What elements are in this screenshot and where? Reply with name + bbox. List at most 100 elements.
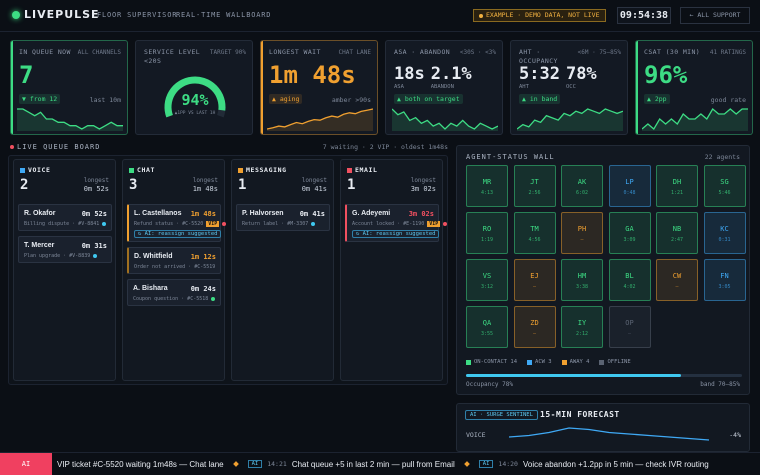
agent-timer: 1:21 (670, 190, 684, 196)
agent-timer: 4:02 (623, 284, 636, 290)
ticket-name: D. Whitfield (134, 253, 173, 260)
kpi-value: 96% (644, 61, 688, 89)
board-dot (10, 145, 14, 149)
occupancy-fill (466, 374, 682, 377)
spark-area (17, 109, 123, 131)
agent-tile: VS 3:12 (466, 259, 508, 301)
agent-initials: SG (720, 178, 729, 186)
kpi-meta: <6M · 75–85% (577, 49, 621, 56)
kpi-values: 96% (644, 61, 687, 89)
kpi-meta: 41 RATINGS (709, 49, 746, 56)
back-button[interactable]: ← ALL SUPPORT (680, 7, 750, 24)
ticker: AI VIP ticket #C-5520 waiting 1m48s — Cha… (0, 452, 760, 475)
kpi-accent (261, 41, 263, 134)
status-dot (443, 222, 448, 226)
kpi-value: 18s (394, 64, 425, 84)
longest-label: longest (192, 177, 218, 184)
agent-timer: 3:38 (575, 284, 589, 290)
legend-item: ON-CONTACT 14 (466, 359, 517, 365)
kpi-title: AHT · OCCUPANCY (519, 48, 558, 65)
agent-timer: 0:48 (623, 190, 636, 196)
kpi-delta: ▲ aging (269, 94, 303, 104)
spark-area (517, 109, 623, 131)
kpi-delta: ▼ from 12 (19, 94, 61, 104)
agent-tile: GA 3:09 (608, 212, 651, 254)
agent-timer: 0:31 (718, 237, 731, 243)
channel-swatch (20, 168, 25, 173)
kpi-value-sub: ABANDON (430, 84, 454, 90)
ticket-time: 0m 24s (190, 285, 216, 293)
longest-value: 3m 02s (410, 185, 436, 193)
queue-column: MESSAGING 1 longest 0m 41s P. Halvorsen 0m 41… (231, 159, 334, 381)
channel-name: EMAIL (355, 166, 378, 174)
ticket-detail-row: Coupon question · #C-5518 (133, 296, 216, 302)
ticket-card: R. Okafor 0m 52s Billing dispute · #V-8841 (18, 204, 112, 231)
agent-timer: – (675, 284, 679, 290)
kpi-value-group: 78% OCC (566, 65, 597, 90)
legend-item: OFFLINE (599, 359, 631, 365)
agent-initials: LP (625, 178, 634, 186)
ticket-name: P. Halvorsen (242, 210, 284, 217)
ticket-time: 0m 31s (81, 242, 107, 250)
agent-timer: 4:56 (528, 237, 541, 243)
ticket-detail-row: Billing dispute · #V-8841 (24, 221, 107, 227)
ticket-card: D. Whitfield 1m 12s Order not arrived · #C… (127, 247, 221, 274)
ticker-text: Chat queue +5 in last 2 min — pull from … (291, 459, 455, 469)
longest-label: longest (83, 177, 109, 184)
agent-initials: JT (530, 178, 539, 186)
spark-line (267, 108, 373, 130)
ticker-tag: AI (21, 460, 31, 468)
agent-tile: HM 3:38 (561, 259, 603, 301)
agent-tile: KC 0:31 (703, 212, 746, 254)
kpi-title: IN QUEUE NOW (19, 48, 71, 56)
ticket-name: L. Castellanos (134, 210, 182, 217)
channel-swatch (129, 168, 134, 173)
legend-item: ACW 3 (527, 359, 552, 365)
agent-initials: HM (577, 272, 587, 280)
agent-timer: 3:05 (718, 284, 731, 290)
ticker-tag: AI (247, 460, 263, 468)
agent-wall: AGENT-STATUS WALL 22 agents MR 4:13 JT 2:56 AK… (456, 145, 750, 395)
kpi-value-group: 18s ASA (394, 65, 425, 90)
agent-timer: – (627, 331, 631, 337)
ticket-detail-row: Order not arrived · #C-5519 (134, 264, 215, 270)
sparkline-frame (17, 108, 123, 131)
agent-tile: ZD – (513, 306, 556, 348)
ticket-detail-row: Account locked · #E-1190 VIP (352, 221, 448, 227)
agent-timer: 2:12 (575, 331, 589, 337)
agent-timer: 5:46 (718, 190, 731, 196)
forecast-label: VOICE (466, 431, 486, 439)
agent-initials: FN (720, 272, 729, 280)
ticket-name: T. Mercer (24, 242, 55, 249)
spark-area (392, 109, 498, 131)
kpi-values: 5:32 AHT 78% OCC (519, 65, 597, 90)
agent-initials: DH (672, 178, 682, 186)
agent-tile: MR 4:13 (466, 165, 508, 207)
legend-swatch (527, 359, 533, 365)
agent-tile: AK 6:02 (561, 165, 603, 207)
ticker-tag: AI (478, 460, 494, 468)
ticker-text: Voice abandon +1.2pp in 5 min — check IV… (522, 459, 709, 469)
legend-item: AWAY 4 (561, 359, 589, 365)
agent-tile: BL 4:02 (608, 259, 651, 301)
ticket-detail: Account locked · #E-1190 (352, 221, 425, 227)
longest-value: 0m 41s (301, 185, 327, 193)
kpi-accent (636, 41, 638, 134)
status-dot (222, 222, 227, 226)
ticker-separator (232, 461, 239, 467)
ticket-card: L. Castellanos 1m 48s Refund status · #C-5… (127, 204, 227, 242)
agent-timer: – (532, 284, 536, 290)
status-dot (102, 222, 107, 226)
kpi-card: AHT · OCCUPANCY <6M · 75–85% 5:32 AHT 78% OCC… (510, 40, 628, 135)
kpi-values: 7 (19, 61, 33, 89)
occupancy-label: Occupancy 78% (466, 381, 513, 388)
forecast-tag: AI · SURGE SENTINEL (465, 410, 538, 420)
ticket-name: G. Adeyemi (352, 210, 391, 217)
sparkline-frame (517, 108, 623, 131)
agent-initials: EJ (530, 272, 539, 280)
forecast-title: 15-MIN FORECAST (540, 410, 620, 419)
agent-tile: DH 1:21 (656, 165, 698, 207)
agent-timer: 2:47 (670, 237, 684, 243)
agent-timer: 3:55 (480, 331, 494, 337)
